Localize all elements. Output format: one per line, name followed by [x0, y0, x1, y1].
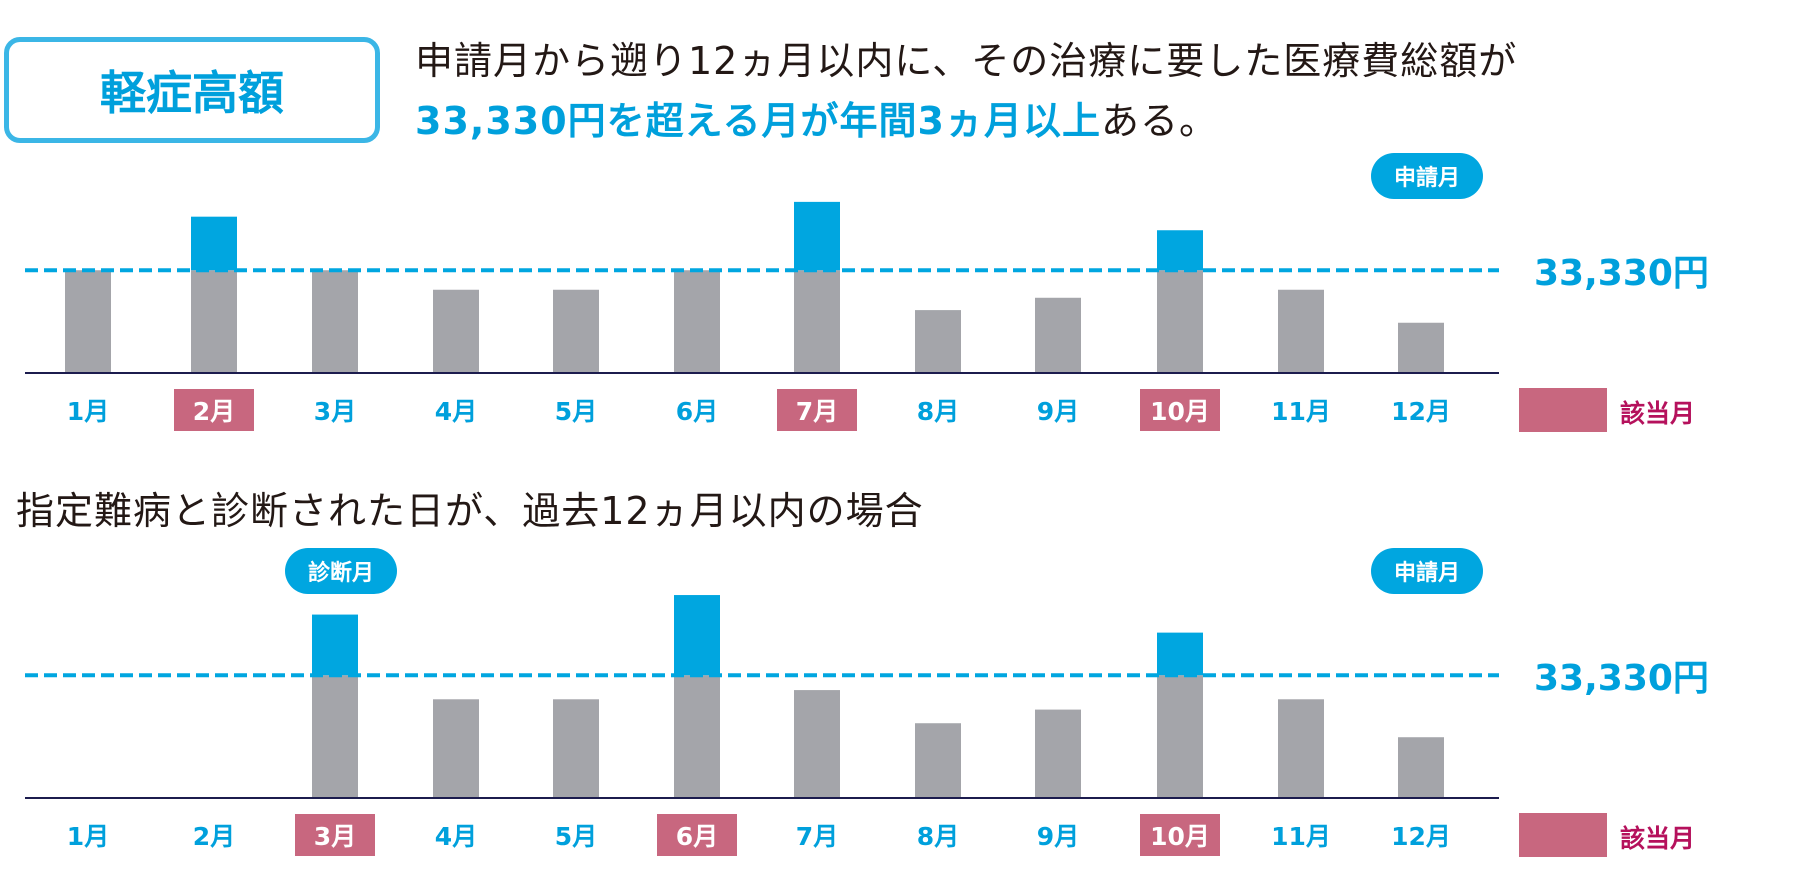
legend-label: 該当月 — [1620, 824, 1696, 853]
month-label: 2月 — [174, 389, 254, 431]
bar-base-6月 — [674, 270, 720, 373]
bar-base-3月 — [312, 675, 358, 798]
month-label: 6月 — [675, 397, 719, 426]
bar-excess-10月 — [1157, 230, 1203, 271]
month-label: 7月 — [777, 389, 857, 431]
month-label: 6月 — [657, 814, 737, 856]
legend-label: 該当月 — [1620, 399, 1696, 428]
bar-base-5月 — [553, 289, 599, 373]
month-label: 9月 — [1036, 822, 1080, 851]
month-label: 4月 — [434, 397, 478, 426]
month-label: 10月 — [1140, 814, 1220, 856]
month-label: 10月 — [1140, 389, 1220, 431]
month-label: 1月 — [66, 822, 110, 851]
month-label: 8月 — [916, 397, 960, 426]
month-label: 8月 — [916, 822, 960, 851]
month-label: 12月 — [1391, 397, 1451, 426]
month-label: 3月 — [313, 397, 357, 426]
bar-base-10月 — [1157, 675, 1203, 798]
bar-base-10月 — [1157, 270, 1203, 373]
bar-base-2月 — [191, 270, 237, 373]
month-label: 3月 — [295, 814, 375, 856]
condition-highlight: 33,330円を超える月が年間3ヵ月以上 — [415, 99, 1101, 143]
section2-title: 指定難病と診断された日が、過去12ヵ月以内の場合 — [16, 489, 924, 533]
threshold-label: 33,330円 — [1534, 253, 1709, 295]
bar-base-12月 — [1398, 737, 1444, 798]
bar-base-1月 — [65, 270, 111, 373]
month-label: 2月 — [192, 822, 236, 851]
bar-excess-3月 — [312, 614, 358, 676]
bar-base-11月 — [1278, 699, 1324, 798]
bar-base-9月 — [1035, 297, 1081, 373]
month-label: 5月 — [554, 397, 598, 426]
month-label: 7月 — [795, 822, 839, 851]
bar-excess-2月 — [191, 216, 237, 271]
legend-swatch — [1519, 813, 1607, 857]
month-label: 1月 — [66, 397, 110, 426]
threshold-label: 33,330円 — [1534, 658, 1709, 700]
bar-base-5月 — [553, 699, 599, 798]
category-badge: 軽症高額 — [4, 37, 380, 143]
month-label: 11月 — [1271, 822, 1331, 851]
month-annotation-pill: 診断月 — [285, 548, 397, 594]
condition-text-line2: 33,330円を超える月が年間3ヵ月以上ある。 — [415, 90, 1218, 145]
month-label: 5月 — [554, 822, 598, 851]
bar-base-7月 — [794, 690, 840, 798]
bar-base-4月 — [433, 289, 479, 373]
bar-base-11月 — [1278, 289, 1324, 373]
bar-base-4月 — [433, 699, 479, 798]
month-annotation-pill: 申請月 — [1371, 153, 1483, 199]
month-label: 11月 — [1271, 397, 1331, 426]
bar-base-7月 — [794, 270, 840, 373]
bar-base-12月 — [1398, 322, 1444, 373]
month-label: 12月 — [1391, 822, 1451, 851]
legend-swatch — [1519, 388, 1607, 432]
month-label: 4月 — [434, 822, 478, 851]
condition-text-line1: 申請月から遡り12ヵ月以内に、その治療に要した医療費総額が — [415, 39, 1518, 83]
bar-base-8月 — [915, 310, 961, 373]
bar-base-9月 — [1035, 709, 1081, 798]
month-annotation-pill: 申請月 — [1371, 548, 1483, 594]
bar-excess-10月 — [1157, 632, 1203, 676]
bar-excess-7月 — [794, 201, 840, 271]
condition-tail: ある。 — [1100, 99, 1218, 143]
bar-base-8月 — [915, 723, 961, 798]
bar-base-3月 — [312, 270, 358, 373]
bar-excess-6月 — [674, 595, 720, 676]
bar-base-6月 — [674, 675, 720, 798]
month-label: 9月 — [1036, 397, 1080, 426]
